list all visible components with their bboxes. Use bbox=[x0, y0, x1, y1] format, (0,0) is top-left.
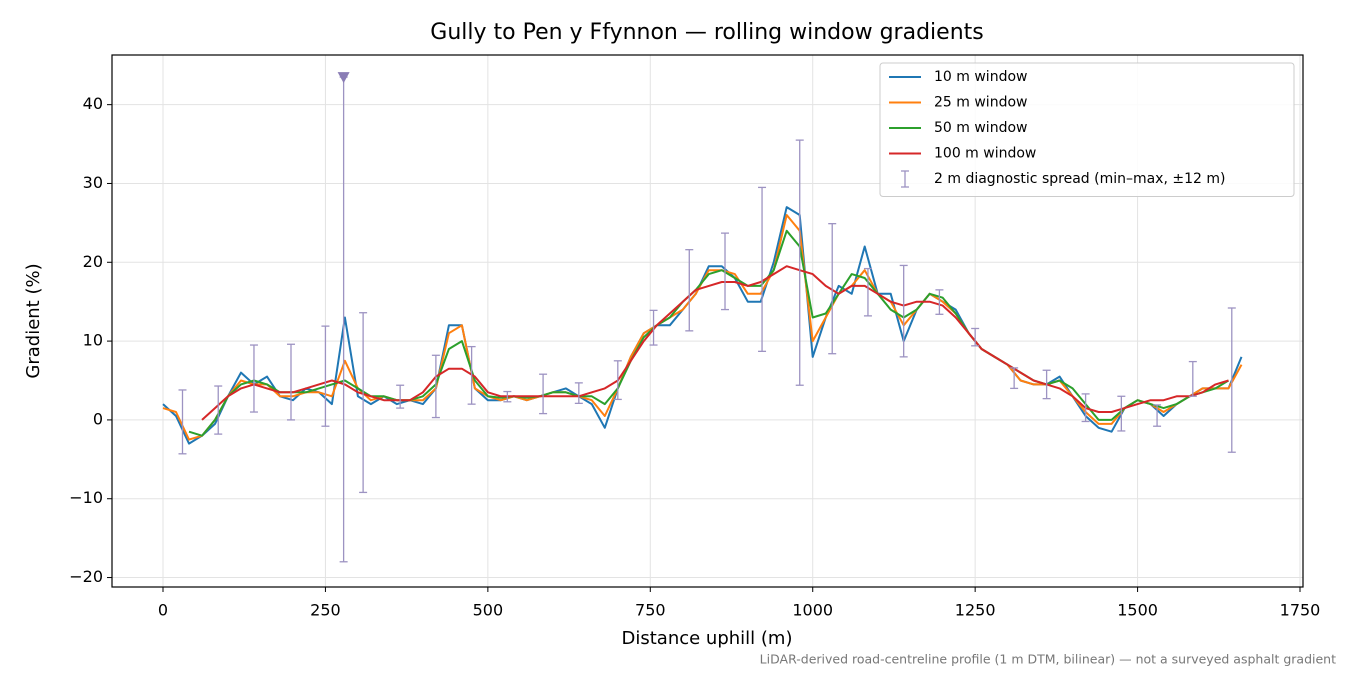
legend-label: 100 m window bbox=[934, 146, 1036, 162]
y-tick-label: −20 bbox=[69, 567, 103, 586]
legend-label: 50 m window bbox=[934, 120, 1027, 136]
chart-title: Gully to Pen y Ffynnon — rolling window … bbox=[430, 20, 983, 45]
axes: 0 250 500 750 1000 1250 1500 1750 −20 −10 0 10 20 30 4… bbox=[69, 94, 1320, 619]
legend-box bbox=[879, 62, 1295, 197]
y-tick-label: 0 bbox=[93, 409, 103, 428]
x-tick-label: 1500 bbox=[1117, 601, 1158, 620]
legend-label: 10 m window bbox=[934, 69, 1027, 85]
x-tick-label: 750 bbox=[635, 601, 666, 620]
x-tick-label: 1750 bbox=[1280, 601, 1321, 620]
x-axis-label: Distance uphill (m) bbox=[622, 628, 793, 649]
y-axis-label: Gradient (%) bbox=[23, 263, 44, 378]
legend: 10 m window 25 m window 50 m window 100 m w… bbox=[879, 62, 1295, 197]
footnote: LiDAR-derived road-centreline profile (1… bbox=[760, 652, 1336, 667]
x-tick-label: 1250 bbox=[955, 601, 996, 620]
plot-frame bbox=[111, 54, 1304, 588]
x-tick-label: 250 bbox=[310, 601, 341, 620]
plot-area bbox=[162, 72, 1243, 563]
line-series bbox=[201, 265, 1229, 421]
x-tick-label: 500 bbox=[473, 601, 504, 620]
legend-label: 2 m diagnostic spread (min–max, ±12 m) bbox=[934, 171, 1225, 187]
y-tick-label: 20 bbox=[83, 252, 103, 271]
line-series bbox=[188, 229, 1230, 437]
x-tick-label: 0 bbox=[158, 601, 168, 620]
legend-label: 25 m window bbox=[934, 95, 1027, 111]
y-tick-label: 10 bbox=[83, 331, 103, 350]
y-tick-label: 30 bbox=[83, 173, 103, 192]
x-tick-label: 1000 bbox=[792, 601, 833, 620]
y-tick-label: 40 bbox=[83, 94, 103, 113]
clip-marker bbox=[337, 72, 350, 84]
y-tick-label: −10 bbox=[69, 488, 103, 507]
